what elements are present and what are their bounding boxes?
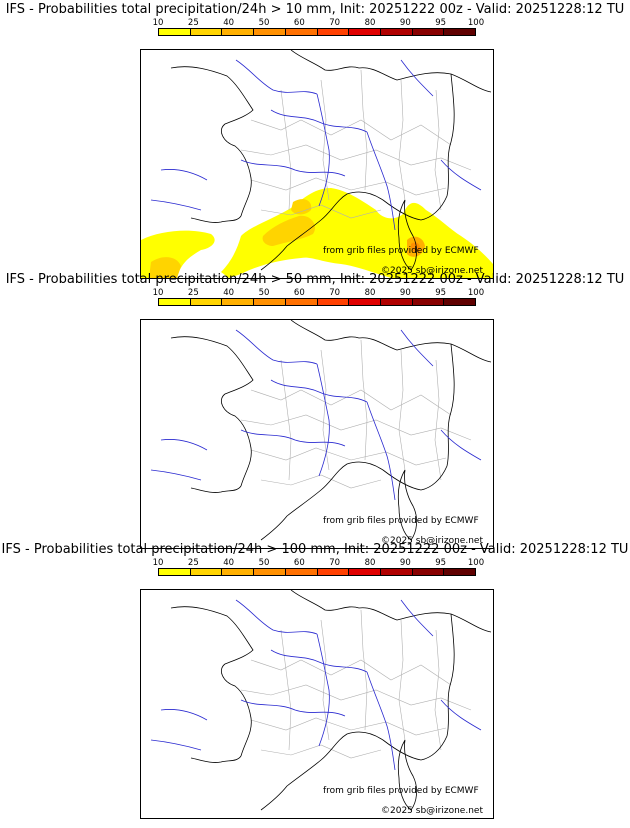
scale-bar	[158, 298, 476, 306]
scale-swatch	[222, 569, 255, 575]
scale-tick-label: 100	[467, 558, 485, 568]
scale-tick-label: 90	[399, 558, 411, 568]
scale-swatch	[159, 299, 191, 305]
scale-tick-label: 80	[364, 288, 376, 298]
scale-tick-label: 40	[223, 288, 235, 298]
copyright-credit: ©2025 sb@irizone.net	[381, 266, 483, 276]
probability-color-scale: 10 25 40 50 60 70 80 90 95 100	[153, 288, 485, 307]
scale-tick-label: 90	[399, 288, 411, 298]
coastline	[170, 320, 492, 541]
scale-swatch	[380, 29, 413, 35]
scale-swatch	[254, 29, 286, 35]
scale-tick-label: 40	[223, 18, 235, 28]
scale-tick-label: 25	[187, 18, 199, 28]
scale-tick-label: 40	[223, 558, 235, 568]
panel-title: IFS - Probabilities total precipitation/…	[5, 272, 625, 287]
map-frame: from grib files provided by ECMWF ©2025 …	[140, 589, 494, 819]
scale-tick-label: 50	[258, 558, 270, 568]
source-credit: from grib files provided by ECMWF	[323, 246, 479, 256]
scale-swatch	[412, 299, 445, 305]
scale-swatch	[380, 569, 413, 575]
department-boundaries	[240, 609, 472, 759]
scale-swatch	[222, 29, 255, 35]
scale-tick-label: 10	[152, 18, 164, 28]
map	[141, 50, 493, 278]
scale-bar	[158, 28, 476, 36]
scale-labels: 10 25 40 50 60 70 80 90 95 100	[153, 288, 485, 298]
scale-swatch	[380, 299, 413, 305]
scale-swatch	[317, 569, 350, 575]
source-credit: from grib files provided by ECMWF	[323, 786, 479, 796]
source-credit: from grib files provided by ECMWF	[323, 516, 479, 526]
probability-color-scale: 10 25 40 50 60 70 80 90 95 100	[153, 558, 485, 577]
scale-swatch	[190, 29, 223, 35]
map-frame: from grib files provided by ECMWF ©2025 …	[140, 319, 494, 549]
scale-tick-label: 60	[293, 18, 305, 28]
scale-swatch	[285, 569, 318, 575]
coastline	[170, 50, 492, 271]
scale-swatch	[317, 29, 350, 35]
scale-tick-label: 80	[364, 18, 376, 28]
scale-swatch	[349, 29, 381, 35]
scale-swatch	[190, 299, 223, 305]
scale-tick-label: 10	[152, 288, 164, 298]
probability-color-scale: 10 25 40 50 60 70 80 90 95 100	[153, 18, 485, 37]
scale-swatch	[444, 299, 476, 305]
panel-title: IFS - Probabilities total precipitation/…	[5, 2, 625, 17]
scale-tick-label: 95	[435, 558, 447, 568]
scale-swatch	[159, 569, 191, 575]
scale-tick-label: 90	[399, 18, 411, 28]
scale-tick-label: 10	[152, 558, 164, 568]
scale-swatch	[317, 299, 350, 305]
panel-title: IFS - Probabilities total precipitation/…	[1, 542, 629, 557]
scale-tick-label: 80	[364, 558, 376, 568]
scale-tick-label: 50	[258, 18, 270, 28]
scale-tick-label: 50	[258, 288, 270, 298]
scale-bar	[158, 568, 476, 576]
scale-tick-label: 25	[187, 288, 199, 298]
scale-swatch	[222, 299, 255, 305]
scale-tick-label: 60	[293, 558, 305, 568]
scale-swatch	[159, 29, 191, 35]
scale-tick-label: 70	[329, 18, 341, 28]
scale-labels: 10 25 40 50 60 70 80 90 95 100	[153, 18, 485, 28]
scale-swatch	[349, 299, 381, 305]
scale-swatch	[285, 299, 318, 305]
copyright-credit: ©2025 sb@irizone.net	[381, 536, 483, 546]
scale-swatch	[190, 569, 223, 575]
rivers	[150, 329, 482, 501]
copyright-credit: ©2025 sb@irizone.net	[381, 806, 483, 816]
scale-tick-label: 95	[435, 18, 447, 28]
department-boundaries	[240, 339, 472, 489]
scale-tick-label: 95	[435, 288, 447, 298]
scale-swatch	[444, 29, 476, 35]
scale-swatch	[444, 569, 476, 575]
scale-swatch	[285, 29, 318, 35]
map	[150, 590, 492, 811]
precip-panel-100mm: IFS - Probabilities total precipitation/…	[0, 542, 630, 819]
precip-panel-50mm: IFS - Probabilities total precipitation/…	[0, 272, 630, 549]
scale-tick-label: 70	[329, 558, 341, 568]
scale-tick-label: 100	[467, 18, 485, 28]
scale-swatch	[412, 29, 445, 35]
scale-labels: 10 25 40 50 60 70 80 90 95 100	[153, 558, 485, 568]
scale-swatch	[349, 569, 381, 575]
map-frame: from grib files provided by ECMWF ©2025 …	[140, 49, 494, 279]
scale-tick-label: 100	[467, 288, 485, 298]
rivers	[150, 59, 482, 231]
map	[150, 320, 492, 541]
scale-tick-label: 70	[329, 288, 341, 298]
scale-tick-label: 60	[293, 288, 305, 298]
scale-swatch	[254, 299, 286, 305]
scale-swatch	[254, 569, 286, 575]
scale-tick-label: 25	[187, 558, 199, 568]
rivers	[150, 599, 482, 771]
scale-swatch	[412, 569, 445, 575]
precip-panel-10mm: IFS - Probabilities total precipitation/…	[0, 2, 630, 279]
department-boundaries	[240, 69, 472, 219]
coastline	[170, 590, 492, 811]
precipitation-area	[141, 188, 493, 278]
